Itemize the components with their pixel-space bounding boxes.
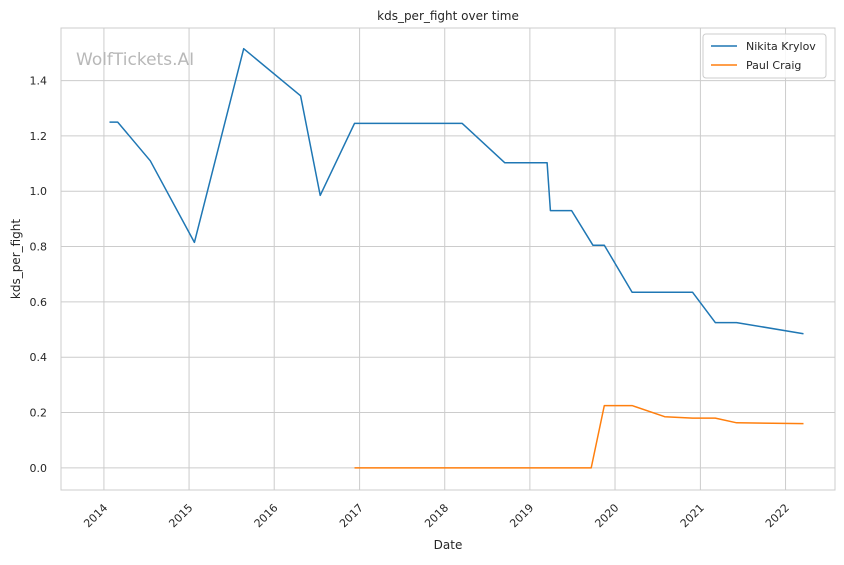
y-tick-label: 1.2	[30, 130, 48, 143]
chart-title: kds_per_fight over time	[377, 9, 519, 23]
grid	[61, 28, 835, 490]
y-tick-label: 0.2	[30, 407, 48, 420]
x-axis-label: Date	[434, 538, 463, 552]
series-lines	[109, 47, 804, 469]
y-tick-label: 0.4	[30, 351, 48, 364]
plot-frame	[60, 27, 836, 491]
y-tick-label: 0.6	[30, 296, 48, 309]
series-line-paul-craig	[354, 404, 804, 469]
y-axis-label: kds_per_fight	[9, 219, 23, 300]
x-tick-label: 2018	[422, 501, 451, 530]
x-axis-ticks: 2014 2015 2016 2017 2018 2019 2020 2021 2022	[81, 501, 792, 530]
legend: Nikita Krylov Paul Craig	[702, 33, 827, 79]
x-tick-label: 2019	[507, 501, 536, 530]
x-tick-label: 2022	[763, 501, 792, 530]
legend-label: Paul Craig	[746, 59, 801, 72]
x-tick-label: 2014	[81, 501, 110, 530]
y-tick-label: 1.4	[30, 75, 48, 88]
x-tick-label: 2015	[166, 501, 195, 530]
y-axis-ticks: 0.0 0.2 0.4 0.6 0.8 1.0 1.2 1.4	[30, 75, 48, 475]
y-tick-label: 0.8	[30, 241, 48, 254]
x-tick-label: 2020	[592, 501, 621, 530]
y-tick-label: 1.0	[30, 185, 48, 198]
x-tick-label: 2016	[252, 501, 281, 530]
y-tick-label: 0.0	[30, 462, 48, 475]
x-tick-label: 2017	[337, 501, 366, 530]
x-tick-label: 2021	[678, 501, 707, 530]
series-line-nikita-krylov	[109, 47, 804, 335]
legend-box	[702, 33, 827, 79]
legend-label: Nikita Krylov	[746, 40, 816, 53]
watermark: WolfTickets.AI	[76, 50, 194, 70]
